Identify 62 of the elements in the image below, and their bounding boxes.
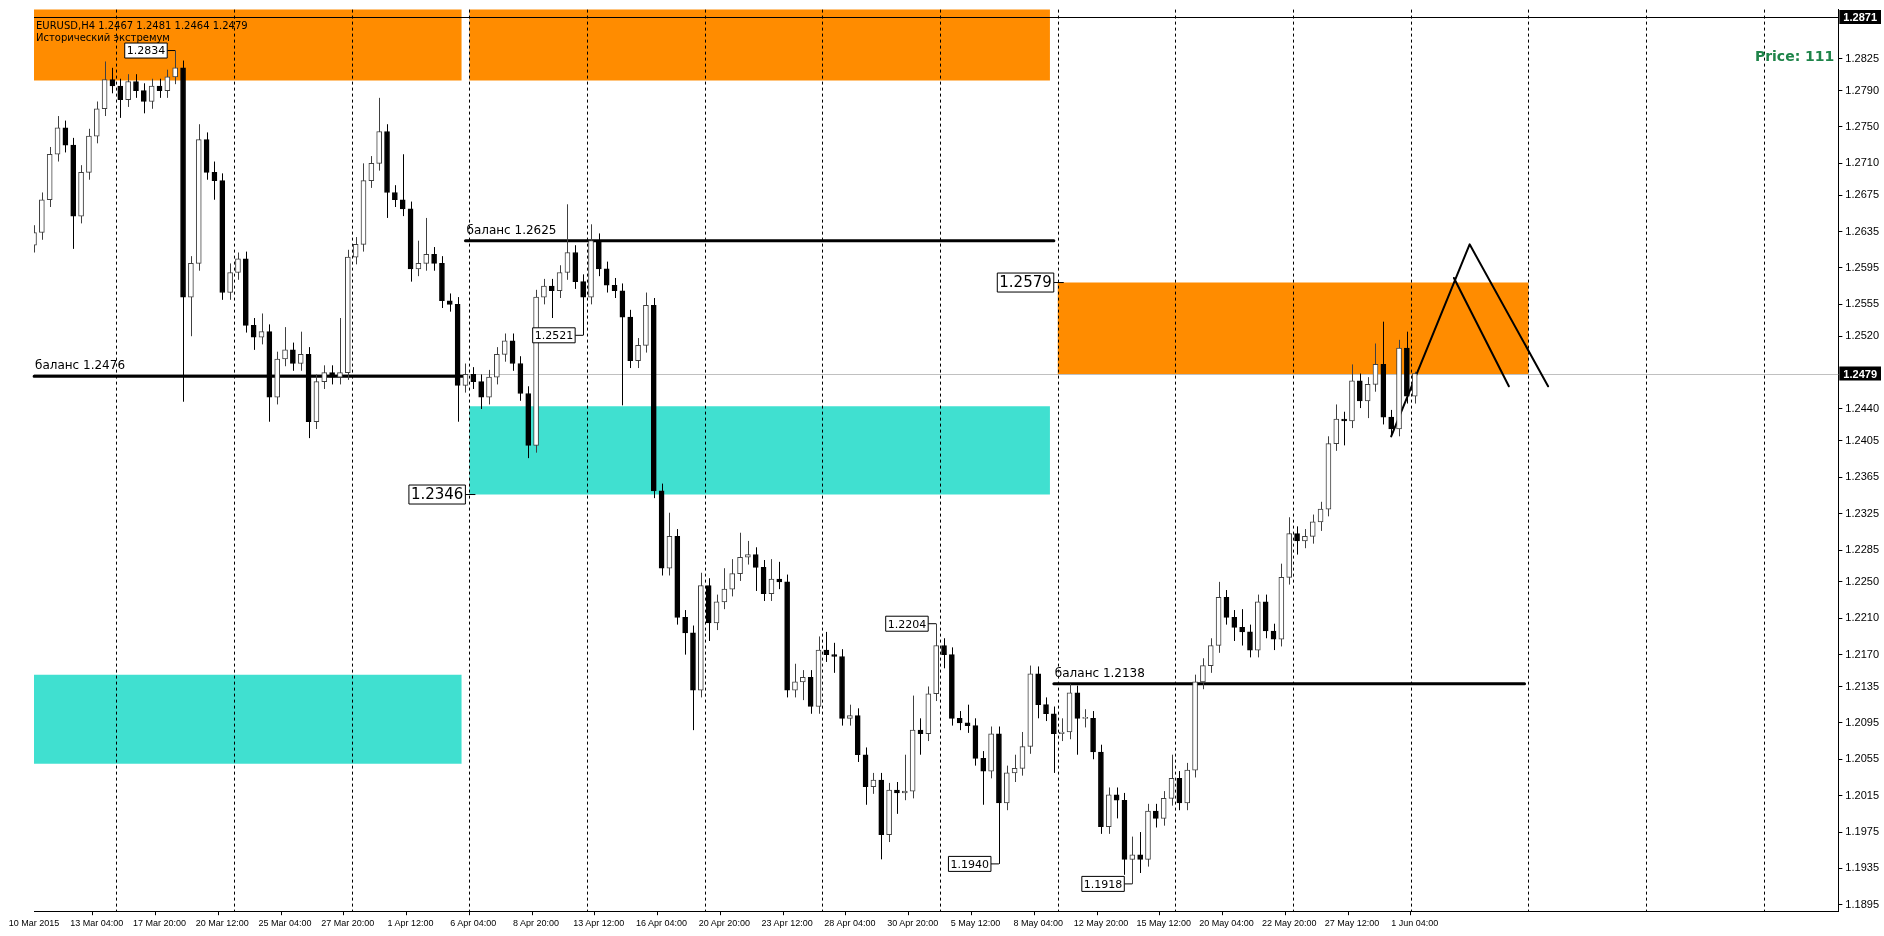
y-tick-label: 1.2055 [1845, 752, 1880, 765]
series-label: баланс 1.2476 [35, 358, 126, 373]
y-tick-label: 1.1935 [1845, 861, 1880, 874]
y-tick-label: 1.2325 [1845, 506, 1880, 519]
y-tick-label: 1.2095 [1845, 715, 1880, 728]
x-tick-label: 27 May 12:00 [1324, 918, 1380, 929]
y-tick-label: 1.2595 [1845, 261, 1880, 274]
x-tick-label: 28 Apr 04:00 [824, 918, 876, 929]
y-tick-label: 1.2520 [1845, 329, 1880, 342]
x-tick-label: 23 Apr 12:00 [761, 918, 813, 929]
y-tick-label: 1.2750 [1845, 119, 1880, 132]
series-label: баланс 1.2625 [466, 222, 557, 237]
x-tick-label: 15 May 12:00 [1136, 918, 1191, 929]
y-tick-label: 1.2710 [1845, 156, 1880, 169]
x-tick-label: 17 Mar 20:00 [133, 918, 187, 929]
x-tick-label: 5 May 12:00 [950, 918, 1001, 929]
annotation: 1.2204 [887, 617, 927, 631]
y-tick-label: 1.2285 [1845, 543, 1880, 556]
y-tick-label: 1.2825 [1845, 51, 1880, 64]
ref-line-label: 1.2871 [1843, 10, 1878, 23]
x-tick-label: 12 May 20:00 [1073, 918, 1129, 929]
y-tick-label: 1.2250 [1845, 574, 1880, 587]
x-tick-label: 13 Apr 12:00 [573, 918, 625, 929]
x-tick-label: 27 Mar 20:00 [321, 918, 375, 929]
annotation: 1.1918 [1083, 877, 1123, 891]
x-tick-label: 22 May 20:00 [1261, 918, 1317, 929]
y-tick-label: 1.1895 [1845, 897, 1880, 910]
y-tick-label: 1.2405 [1845, 433, 1880, 446]
y-tick-label: 1.2015 [1845, 788, 1880, 801]
annotation: 1.2521 [534, 329, 574, 343]
y-tick-label: 1.2170 [1845, 647, 1880, 660]
x-tick-label: 10 Mar 2015 [8, 918, 60, 929]
y-tick-label: 1.2135 [1845, 679, 1880, 692]
x-tick-label: 16 Apr 04:00 [636, 918, 688, 929]
x-tick-label: 20 Apr 20:00 [698, 918, 750, 929]
x-tick-label: 20 Mar 12:00 [195, 918, 249, 929]
y-tick-label: 1.2635 [1845, 224, 1880, 237]
x-tick-label: 20 May 04:00 [1199, 918, 1254, 929]
annotation: Price: 111 [1754, 48, 1835, 65]
band-label: 1.2579 [999, 273, 1052, 292]
ref-line-label: 1.2479 [1843, 367, 1878, 380]
x-tick-label: 8 May 04:00 [1013, 918, 1063, 929]
y-tick-label: 1.2555 [1845, 297, 1880, 310]
x-tick-label: 1 Apr 12:00 [387, 918, 434, 929]
x-tick-label: 1 Jun 04:00 [1391, 918, 1439, 929]
y-tick-label: 1.2440 [1845, 402, 1880, 415]
band-label: 1.2346 [410, 485, 464, 504]
x-tick-label: 25 Mar 04:00 [258, 918, 312, 929]
x-tick-label: 30 Apr 20:00 [887, 918, 939, 929]
y-tick-label: 1.2790 [1845, 83, 1880, 96]
annotation: 1.1940 [950, 857, 989, 871]
series-label: баланс 1.2138 [1054, 665, 1145, 680]
text: EURUSD,H4 1.2467 1.2481 1.2464 1.2479 [36, 20, 248, 32]
annotation: Исторический экстремум [36, 32, 170, 44]
y-tick-label: 1.1975 [1845, 825, 1880, 838]
x-tick-label: 13 Mar 04:00 [70, 918, 124, 929]
y-tick-label: 1.2210 [1845, 611, 1880, 624]
x-tick-label: 8 Apr 20:00 [513, 918, 560, 929]
x-tick-label: 6 Apr 04:00 [450, 918, 497, 929]
annotation: 1.2834 [126, 44, 166, 58]
y-tick-label: 1.2365 [1845, 470, 1880, 483]
y-tick-label: 1.2675 [1845, 188, 1880, 201]
